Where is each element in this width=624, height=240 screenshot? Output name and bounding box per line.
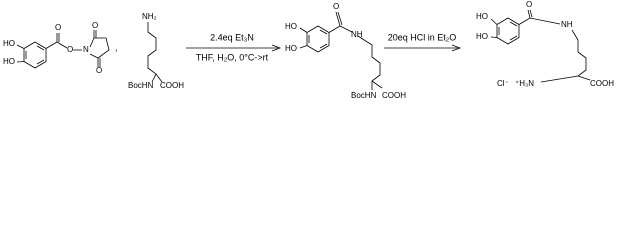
atom-label: O [333,2,339,11]
intermediate: HO HO O NH BocHN COOH [285,2,406,100]
arrow-head [271,44,282,52]
atom-label: BocHN [351,91,377,100]
condition: 2.4eq Et₃N [210,32,254,42]
separator: , [115,42,118,52]
atom-label: COOH [382,91,406,100]
bonds [490,9,591,83]
atom-label: O [96,66,102,75]
atom-label: O [526,0,532,9]
atom-label: HO [476,32,488,41]
atom-label: O [55,23,61,32]
condition: THF, H₂O, 0°C->rt [196,52,269,62]
arrow-head [451,44,462,52]
bonds [299,11,383,90]
atom-label: HO [285,22,297,31]
atom-label: HO [476,12,488,21]
atom-label: O [92,21,98,30]
product: HO HO O NH Cl⁻ ⁺H₃N COOH [476,0,614,88]
atom-label: COOH [160,81,184,90]
atom-label: BocHN [128,81,154,90]
arrow-2: 20eq HCl in Et₂O [384,32,462,52]
atom-label: COOH [590,79,614,88]
atom-label: Cl⁻ [497,79,509,88]
atom-label: HO [3,39,15,48]
atom-label: O [67,45,73,54]
arrow-1: 2.4eq Et₃N THF, H₂O, 0°C->rt [186,32,282,62]
bonds [16,30,110,69]
atom-label: NH [351,30,363,39]
atom-label: HO [285,44,297,53]
reactant-1: HO HO O O N O O [3,21,110,75]
bonds [147,22,163,83]
atom-label: N [83,45,89,54]
atom-label: ⁺H₃N [515,79,534,88]
atom-label: HO [3,57,15,66]
atom-label: NH [561,20,573,29]
condition: 20eq HCl in Et₂O [388,32,457,42]
atom-label: NH₂ [142,12,157,21]
reactant-2: NH₂ BocHN COOH [128,12,184,90]
reaction-scheme: HO HO O O N O O , NH₂ BocHN COOH 2.4eq E… [3,0,614,100]
